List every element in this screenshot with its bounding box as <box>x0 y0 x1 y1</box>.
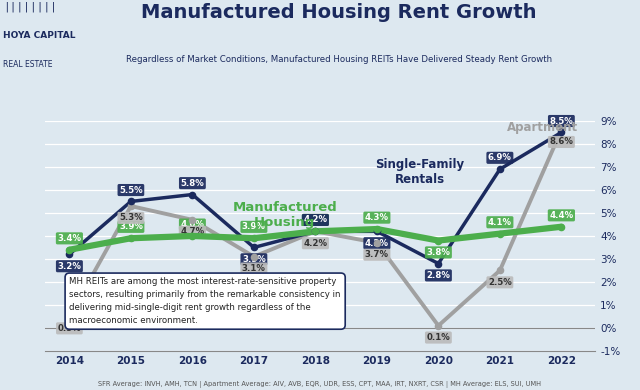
Text: REAL ESTATE: REAL ESTATE <box>3 60 52 69</box>
Point <box>495 268 505 274</box>
Point <box>249 235 259 241</box>
Text: 2.5%: 2.5% <box>488 278 512 287</box>
Text: Manufactured Housing Rent Growth: Manufactured Housing Rent Growth <box>141 3 537 22</box>
Point <box>64 246 74 253</box>
Point <box>372 226 382 232</box>
Text: 4.4%: 4.4% <box>549 211 573 220</box>
Text: Single-Family
Rentals: Single-Family Rentals <box>376 158 465 186</box>
Text: 4.7%: 4.7% <box>180 227 204 236</box>
Point <box>126 203 136 209</box>
Point <box>249 244 259 251</box>
Text: 4.0%: 4.0% <box>180 220 204 229</box>
Point <box>433 261 444 267</box>
Point <box>433 238 444 244</box>
Point <box>372 240 382 246</box>
Point <box>556 223 566 230</box>
Text: 3.1%: 3.1% <box>242 264 266 273</box>
Text: HOYA CAPITAL: HOYA CAPITAL <box>3 30 76 39</box>
Text: 4.2%: 4.2% <box>303 215 328 225</box>
Point <box>188 233 198 239</box>
Point <box>556 127 566 133</box>
Text: 6.9%: 6.9% <box>488 153 512 162</box>
Text: 3.2%: 3.2% <box>58 262 81 271</box>
Point <box>126 235 136 241</box>
Point <box>64 314 74 320</box>
Text: 5.5%: 5.5% <box>119 186 143 195</box>
Text: Regardless of Market Conditions, Manufactured Housing REITs Have Delivered Stead: Regardless of Market Conditions, Manufac… <box>126 55 552 64</box>
Text: 3.7%: 3.7% <box>365 250 389 259</box>
Text: 3.9%: 3.9% <box>119 222 143 231</box>
Text: 4.2%: 4.2% <box>303 239 328 248</box>
Point <box>310 228 321 234</box>
Text: ||||||||: |||||||| <box>3 1 57 12</box>
Point <box>372 228 382 234</box>
Text: 3.4%: 3.4% <box>58 234 81 243</box>
Text: 3.8%: 3.8% <box>426 248 451 257</box>
Text: 8.5%: 8.5% <box>550 117 573 126</box>
Text: 4.2%: 4.2% <box>303 215 328 225</box>
Text: 5.8%: 5.8% <box>180 179 204 188</box>
Text: 3.5%: 3.5% <box>242 255 266 264</box>
Text: 5.3%: 5.3% <box>119 213 143 222</box>
Point <box>126 198 136 204</box>
Point <box>188 191 198 198</box>
Text: MH REITs are among the most interest-rate-sensitive property
sectors, resulting : MH REITs are among the most interest-rat… <box>69 277 341 325</box>
Point <box>433 323 444 329</box>
Point <box>310 228 321 234</box>
Point <box>495 166 505 172</box>
Point <box>249 254 259 260</box>
Point <box>495 230 505 237</box>
Text: SFR Average: INVH, AMH, TCN | Apartment Average: AIV, AVB, EQR, UDR, ESS, CPT, M: SFR Average: INVH, AMH, TCN | Apartment … <box>99 381 541 388</box>
Point <box>188 217 198 223</box>
Text: 8.6%: 8.6% <box>549 137 573 147</box>
Text: 3.9%: 3.9% <box>242 222 266 231</box>
Text: 2.8%: 2.8% <box>426 271 451 280</box>
Text: 0.5%: 0.5% <box>58 324 81 333</box>
Text: 0.1%: 0.1% <box>426 333 451 342</box>
Text: Apartment: Apartment <box>508 121 579 134</box>
Text: 4.2%: 4.2% <box>365 239 389 248</box>
Point <box>64 251 74 257</box>
Text: 4.3%: 4.3% <box>365 213 389 222</box>
Point <box>310 228 321 234</box>
Text: Manufactured
Housing: Manufactured Housing <box>232 201 337 229</box>
Point <box>556 129 566 136</box>
Text: 4.1%: 4.1% <box>488 218 512 227</box>
